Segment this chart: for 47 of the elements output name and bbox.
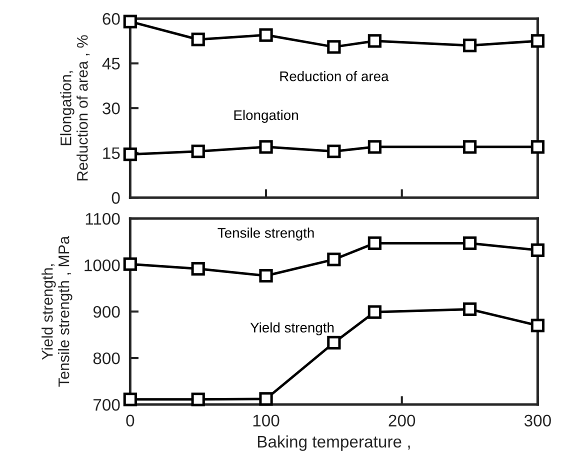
point [530,34,545,48]
point [259,28,273,42]
point [462,236,477,250]
y-tick-label: 60 [102,13,120,25]
point [191,32,205,46]
y-tick-label: 700 [94,398,120,411]
point [530,243,545,257]
y-tick-label: 45 [102,58,120,70]
point [530,140,545,154]
y-tick-label: 1000 [84,259,120,272]
point [191,392,205,406]
point [462,140,477,154]
series-label: Yield strength [250,322,334,336]
point [530,318,545,332]
y-axis-title: Elongation, Reduction of area , % [60,35,90,180]
point [327,336,341,350]
point [259,392,273,406]
point [368,236,382,250]
point [327,252,341,266]
point [191,262,205,276]
point [327,40,341,54]
y-tick-label: 1100 [86,212,120,225]
point [462,38,477,52]
y-tick-label: 800 [93,352,120,364]
x-tick-label: 300 [524,414,551,427]
point [368,305,382,319]
x-tick-label: 200 [388,414,416,427]
series-label: Tensile strength [218,228,314,241]
point [191,144,205,158]
point [327,144,341,158]
point [259,268,273,283]
y-tick-label: 0 [112,192,120,204]
point [123,257,137,271]
point [368,140,382,154]
point [368,34,382,48]
point [259,140,273,154]
point [462,302,477,316]
series-label: Elongation [234,110,298,123]
y-tick-label: 30 [102,102,120,114]
point [123,148,137,162]
y-axis-title: Yield strength, Tensile strength , MPa [42,236,72,387]
x-tick-label: 100 [253,414,280,427]
y-tick-label: 900 [93,306,120,318]
x-axis-title: Baking temperature , [258,435,410,451]
y-tick-label: 15 [103,147,120,160]
series-label: Reduction of area [280,71,389,82]
x-tick-label: 0 [126,414,134,427]
